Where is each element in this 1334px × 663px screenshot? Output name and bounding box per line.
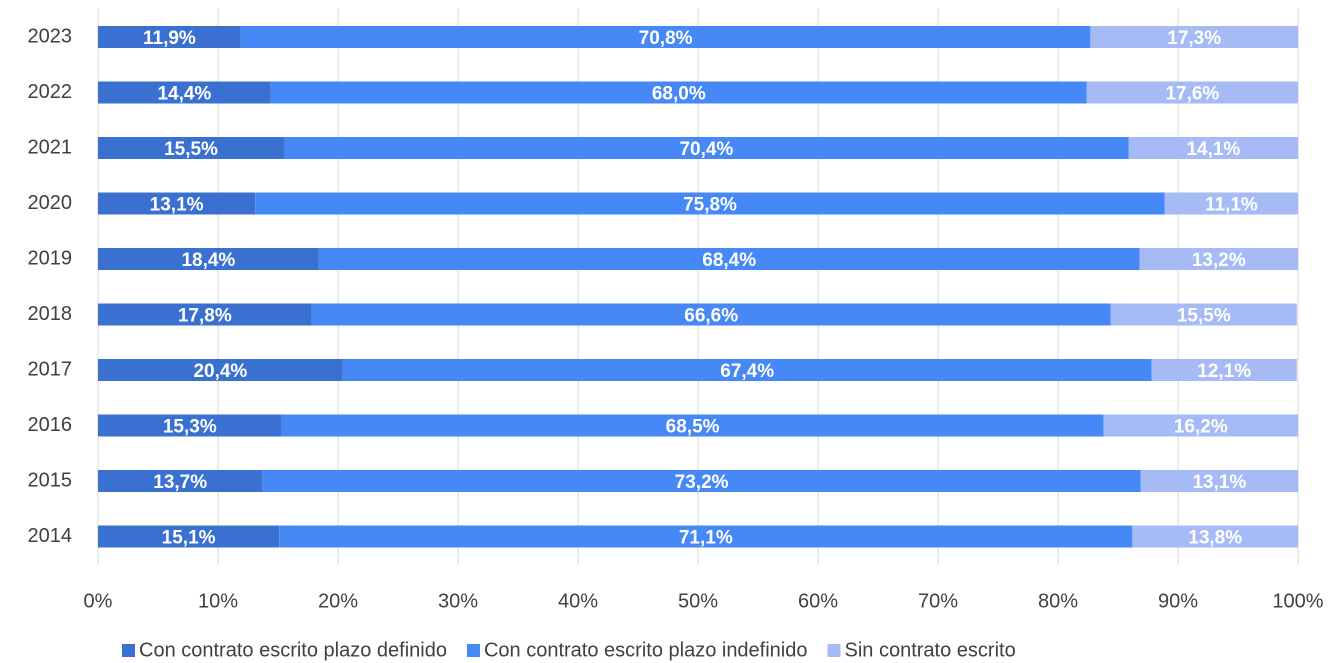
data-label: 16,2% (1174, 417, 1228, 438)
bar-segment (98, 525, 280, 548)
legend-label: Con contrato escrito plazo definido (139, 639, 447, 661)
bar-segment (1110, 303, 1297, 326)
bar-segment (1140, 470, 1298, 492)
data-label: 68,4% (702, 250, 756, 271)
data-label: 73,2% (675, 472, 729, 493)
data-label: 15,1% (162, 528, 216, 549)
y-tick-label: 2016 (28, 414, 73, 436)
bar-segment (281, 414, 1104, 437)
x-tick-label: 70% (918, 590, 958, 612)
data-label: 14,4% (157, 84, 211, 105)
data-label: 15,5% (164, 139, 218, 160)
bar-segment (342, 359, 1152, 381)
data-label: 17,3% (1167, 28, 1221, 49)
x-tick-label: 0% (84, 590, 113, 612)
bar-segment (98, 26, 241, 48)
y-tick-label: 2014 (28, 525, 73, 547)
bar-segment (1103, 414, 1298, 437)
data-label: 14,1% (1186, 139, 1240, 160)
bar-segment (98, 414, 282, 437)
bar-segment (1139, 248, 1298, 270)
data-label: 11,9% (143, 28, 196, 49)
x-tick-label: 30% (438, 590, 478, 612)
bar-segment (270, 81, 1087, 104)
y-tick-label: 2021 (28, 136, 73, 158)
x-tick-label: 10% (198, 590, 238, 612)
data-label: 13,1% (1192, 472, 1246, 493)
y-tick-label: 2015 (28, 469, 73, 491)
bar-segment (98, 303, 312, 326)
bar-segment (98, 470, 263, 492)
data-label: 11,1% (1205, 195, 1258, 216)
data-label: 66,6% (684, 306, 738, 327)
legend-label: Sin contrato escrito (845, 639, 1016, 661)
y-tick-label: 2017 (28, 358, 73, 380)
bar-segment (98, 359, 343, 381)
data-label: 15,5% (1177, 306, 1231, 327)
data-label: 12,1% (1197, 361, 1251, 382)
data-label: 13,2% (1192, 250, 1246, 271)
data-label: 70,4% (679, 139, 733, 160)
y-tick-label: 2019 (28, 247, 73, 269)
data-label: 70,8% (639, 28, 693, 49)
bar-segment (240, 26, 1091, 48)
bar-segment (1086, 81, 1298, 104)
data-label: 20,4% (193, 361, 247, 382)
bar-segment (98, 192, 256, 215)
bar-segment (98, 81, 271, 104)
x-tick-label: 40% (558, 590, 598, 612)
y-tick-label: 2023 (28, 25, 73, 47)
bar-segment (262, 470, 1141, 492)
legend-swatch (122, 644, 135, 657)
y-tick-label: 2018 (28, 303, 73, 325)
bar-segment (1090, 26, 1298, 48)
bar-segment (98, 248, 319, 270)
data-label: 67,4% (720, 361, 774, 382)
data-label: 13,1% (150, 195, 204, 216)
x-tick-label: 20% (318, 590, 358, 612)
bar-segment (311, 303, 1111, 326)
y-tick-label: 2022 (28, 81, 73, 103)
bar-segment (318, 248, 1140, 270)
x-tick-label: 100% (1272, 590, 1323, 612)
x-tick-label: 90% (1158, 590, 1198, 612)
x-tick-label: 80% (1038, 590, 1078, 612)
data-label: 75,8% (683, 195, 737, 216)
bar-segment (279, 525, 1133, 548)
data-label: 68,5% (666, 417, 720, 438)
data-label: 71,1% (679, 528, 733, 549)
data-label: 15,3% (163, 417, 217, 438)
bar-segment (284, 137, 1129, 159)
data-label: 18,4% (181, 250, 235, 271)
data-label: 68,0% (652, 84, 706, 105)
bar-segment (255, 192, 1165, 215)
data-label: 13,8% (1188, 528, 1242, 549)
bar-segment (1164, 192, 1298, 215)
legend-swatch (466, 644, 480, 657)
bar-segment (98, 137, 284, 159)
legend-swatch (827, 644, 841, 657)
data-label: 13,7% (153, 472, 207, 493)
legend-label: Con contrato escrito plazo indefinido (484, 639, 808, 661)
data-label: 17,8% (178, 306, 232, 327)
data-label: 17,6% (1165, 84, 1219, 105)
y-tick-label: 2020 (28, 192, 73, 214)
bar-segment (1151, 359, 1297, 381)
bar-segment (1132, 525, 1298, 548)
bar-segment (1128, 137, 1298, 159)
x-tick-label: 60% (798, 590, 838, 612)
x-tick-label: 50% (678, 590, 718, 612)
